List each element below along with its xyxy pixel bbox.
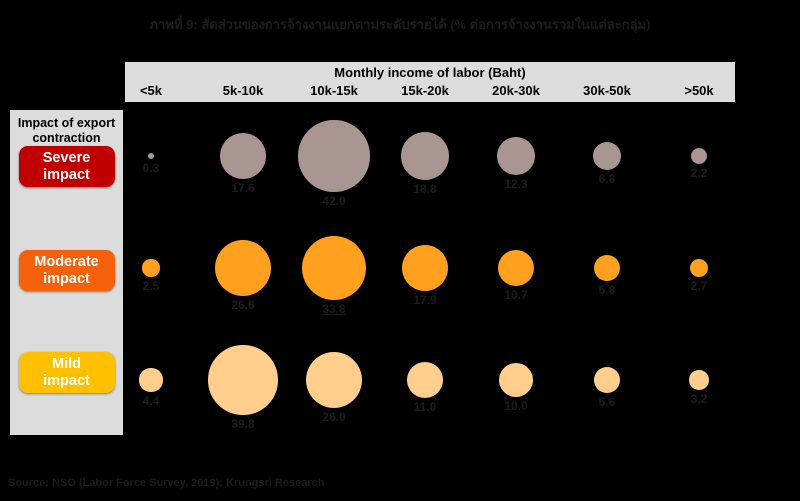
bubble-value: 10.7 — [504, 287, 528, 302]
bubble — [689, 370, 709, 390]
bubble — [689, 258, 709, 278]
bubble-value: 2.5 — [142, 278, 160, 293]
bubble-value: 17.9 — [413, 293, 437, 308]
impact-sidebar: Impact of export contraction Severe impa… — [10, 110, 123, 435]
bubble — [401, 244, 449, 292]
bubble-value: 42.0 — [322, 193, 346, 208]
bubble — [214, 239, 272, 297]
bubble — [401, 132, 449, 180]
bubble — [593, 254, 621, 282]
bubble-value: 26.6 — [231, 298, 255, 313]
bubble-value: 17.6 — [231, 181, 255, 196]
bubble — [690, 147, 708, 165]
bubble-value: 4.4 — [142, 393, 160, 408]
income-band-title: Monthly income of labor (Baht) — [334, 65, 526, 80]
income-column-label: 20k-30k — [492, 83, 540, 98]
bubble — [592, 141, 622, 171]
bubble — [593, 366, 620, 393]
impact-label-moderate: Moderate impact — [18, 250, 115, 291]
income-header-band: Monthly income of labor (Baht) <5k 5k-10k… — [125, 62, 735, 102]
impact-label-mild: Mild impact — [18, 352, 115, 393]
bubble-value: 26.0 — [322, 410, 346, 425]
figure-title: ภาพที่ 9: สัดส่วนของการจ้างงานแยกตามระดั… — [149, 17, 651, 32]
bubble — [496, 136, 536, 176]
bubble-value: 2.7 — [690, 279, 708, 294]
bubble — [208, 345, 278, 415]
bubble-value: 12.3 — [504, 177, 528, 192]
income-column-label: 5k-10k — [222, 83, 264, 98]
impact-label-severe: Severe impact — [18, 146, 115, 187]
bubble — [498, 250, 534, 286]
bubble-value: 39.8 — [231, 416, 255, 431]
bubble-value: 3.2 — [690, 391, 708, 406]
bubble — [302, 236, 366, 300]
impact-sidebar-title: Impact of export contraction — [17, 116, 116, 145]
bubble-value: 6.8 — [598, 172, 616, 187]
bubble — [147, 152, 154, 159]
bubble — [139, 368, 163, 392]
bubble — [305, 351, 363, 409]
bubble — [298, 120, 370, 192]
bubble-value: 0.3 — [142, 161, 160, 175]
bubble-value: 11.0 — [413, 400, 437, 415]
source-note: Source: NSO (Labor Force Survey, 2019); … — [8, 477, 325, 489]
bubble-value: 2.2 — [690, 166, 708, 181]
bubble-value: 33.8 — [322, 301, 346, 316]
income-column-label: 10k-15k — [310, 83, 358, 98]
bubble — [406, 361, 444, 399]
bubble-value: 5.6 — [598, 395, 616, 409]
income-column-label: 15k-20k — [401, 83, 449, 98]
income-column-label: <5k — [139, 83, 163, 98]
bubble-value: 18.8 — [413, 181, 437, 196]
bubble — [219, 132, 267, 180]
bubble — [142, 259, 160, 277]
bubble — [498, 362, 534, 398]
bubble-value: 5.8 — [598, 283, 616, 298]
income-column-label: >50k — [684, 83, 714, 98]
income-column-label: 30k-50k — [583, 83, 631, 98]
bubble-value: 10.0 — [504, 399, 528, 414]
